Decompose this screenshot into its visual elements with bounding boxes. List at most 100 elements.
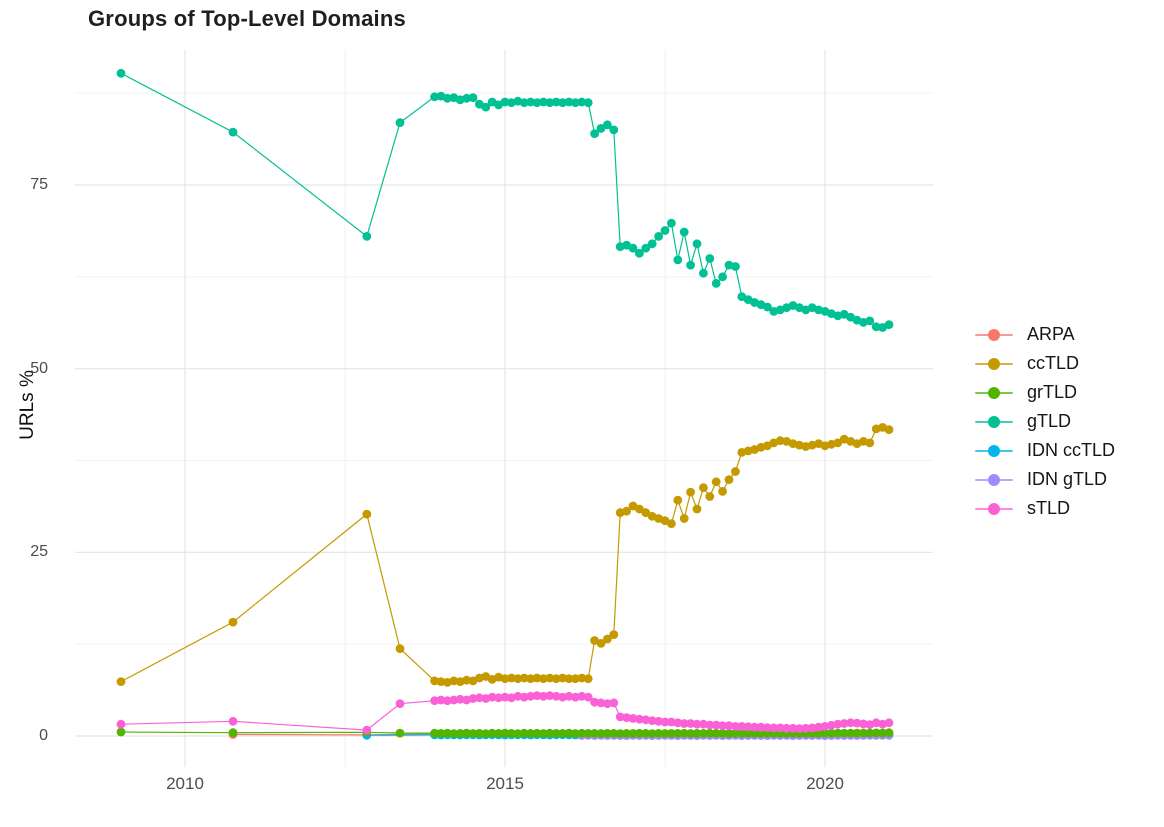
data-point — [654, 232, 663, 241]
data-point — [395, 699, 405, 709]
data-point — [827, 728, 836, 738]
data-point — [763, 723, 772, 732]
data-point — [711, 279, 721, 288]
data-point — [436, 729, 446, 738]
data-point — [539, 691, 548, 701]
data-point — [455, 694, 465, 704]
data-point — [532, 98, 542, 108]
series-points-cctld — [116, 423, 894, 687]
data-point — [635, 714, 644, 724]
data-point — [462, 728, 471, 738]
y-tick-label: 25 — [30, 543, 48, 561]
data-point — [660, 729, 670, 738]
data-point — [884, 320, 894, 329]
legend-label: ccTLD — [1027, 353, 1080, 373]
data-point — [756, 722, 766, 732]
data-point — [436, 677, 446, 686]
data-point — [430, 696, 439, 706]
data-point — [571, 674, 580, 684]
data-point — [852, 718, 862, 728]
data-point — [487, 692, 497, 702]
data-point — [596, 639, 606, 648]
data-point — [564, 728, 574, 738]
data-point — [846, 728, 855, 738]
data-point — [692, 729, 702, 738]
data-point — [228, 728, 238, 738]
data-point — [718, 487, 727, 496]
data-point — [526, 691, 535, 701]
data-point — [539, 729, 548, 738]
data-point — [539, 97, 548, 107]
data-point — [116, 719, 126, 729]
data-point — [539, 674, 548, 684]
data-point — [551, 97, 561, 107]
data-point — [430, 92, 439, 102]
data-point — [833, 728, 843, 738]
data-point — [788, 723, 798, 733]
data-point — [571, 98, 580, 108]
data-point — [443, 93, 452, 103]
data-point — [468, 694, 478, 703]
legend-marker-icon — [975, 328, 1013, 341]
data-point — [622, 506, 631, 516]
data-point — [878, 728, 887, 738]
legend-label: sTLD — [1027, 498, 1071, 518]
legend-label: IDN gTLD — [1027, 469, 1108, 489]
data-point — [711, 477, 721, 487]
data-point — [801, 723, 811, 733]
data-point — [871, 322, 881, 332]
data-point — [775, 723, 785, 733]
legend: ARPA ccTLD grTLD gTLD IDN ccTLD IDN gTLD sTLD — [975, 320, 1115, 523]
data-point — [362, 509, 372, 519]
data-point — [628, 714, 638, 723]
x-tick-label: 2020 — [806, 774, 844, 793]
legend-marker-icon — [975, 502, 1013, 515]
data-point — [571, 692, 580, 702]
data-point — [443, 728, 452, 738]
data-point — [596, 729, 606, 738]
data-point — [500, 692, 510, 702]
data-point — [430, 676, 439, 686]
data-point — [833, 438, 843, 448]
data-point — [449, 695, 459, 705]
data-point — [519, 692, 529, 702]
data-point — [615, 712, 625, 722]
data-point — [596, 123, 606, 133]
data-point — [583, 692, 593, 702]
data-point — [545, 673, 555, 683]
legend-dot-icon — [988, 415, 1000, 428]
data-point — [603, 699, 612, 709]
y-axis-title: URLs % — [17, 370, 38, 440]
data-point — [362, 232, 372, 241]
data-point — [395, 728, 405, 738]
data-point — [743, 722, 753, 732]
data-point — [846, 718, 855, 728]
data-point — [724, 475, 734, 484]
data-point — [654, 716, 663, 726]
data-point — [116, 68, 126, 78]
data-point — [711, 720, 721, 730]
data-point — [718, 272, 727, 282]
data-point — [481, 102, 491, 112]
data-point — [526, 97, 535, 107]
data-point — [641, 729, 651, 738]
data-point — [583, 674, 593, 684]
data-point — [622, 713, 631, 722]
data-point — [686, 487, 695, 497]
data-point — [526, 674, 535, 684]
data-point — [769, 723, 779, 733]
data-point — [462, 675, 471, 685]
legend-dot-icon — [988, 386, 1000, 399]
data-point — [718, 721, 727, 731]
data-point — [814, 722, 823, 732]
data-point — [577, 97, 587, 107]
data-point — [667, 729, 676, 738]
data-point — [641, 715, 651, 725]
data-point — [641, 243, 651, 253]
data-point — [532, 728, 542, 738]
legend-item-stld: sTLD — [975, 494, 1115, 523]
legend-marker-icon — [975, 444, 1013, 457]
data-point — [507, 673, 516, 683]
data-point — [596, 698, 606, 708]
